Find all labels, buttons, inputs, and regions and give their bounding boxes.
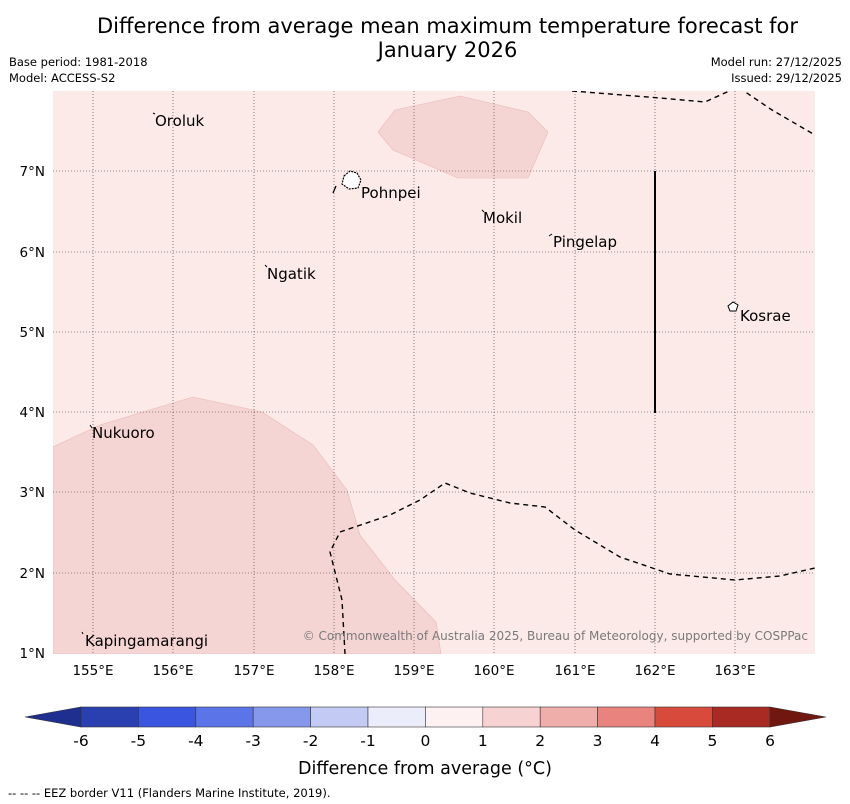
lon-label: 157°E (233, 663, 274, 679)
lon-label: 161°E (554, 663, 595, 679)
colorbar-segment (252, 706, 311, 728)
colorbar-segment (310, 706, 369, 728)
eez-border-stub (332, 185, 337, 194)
lat-axis-labels: 1°N 2°N 3°N 4°N 5°N 6°N 7°N (20, 164, 45, 662)
eez-border-south (329, 482, 815, 654)
colorbar-tick: -5 (131, 732, 146, 750)
label-pohnpei: Pohnpei (361, 184, 421, 202)
colorbar-tick: 4 (650, 732, 660, 750)
model-run-label: Model run: 27/12/2025 (710, 55, 842, 69)
issued-label: Issued: 29/12/2025 (731, 71, 842, 85)
colorbar-tick: -6 (73, 732, 88, 750)
label-mokil: Mokil (483, 209, 522, 227)
label-kosrae: Kosrae (740, 307, 791, 325)
colorbar-tick: 0 (420, 732, 430, 750)
colorbar: -6 -5 -4 -3 -2 -1 0 1 2 3 4 5 6 Differen… (24, 706, 827, 779)
kosrae-island (727, 301, 739, 312)
island-dots (81, 112, 553, 635)
colorbar-segment (654, 706, 713, 728)
lon-label: 163°E (714, 663, 755, 679)
lat-label: 6°N (20, 245, 45, 261)
colorbar-tick: 6 (765, 732, 775, 750)
label-kapingamarangi: Kapingamarangi (85, 632, 208, 650)
colorbar-segment (367, 706, 426, 728)
anomaly-region-southwest (53, 396, 442, 654)
colorbar-segment (539, 706, 598, 728)
copyright-notice: © Commonwealth of Australia 2025, Bureau… (303, 629, 808, 643)
lon-label: 156°E (152, 663, 193, 679)
colorbar-tick: -4 (188, 732, 203, 750)
eez-border-north (571, 91, 815, 136)
colorbar-tick: -3 (245, 732, 260, 750)
colorbar-tick: 2 (535, 732, 545, 750)
lat-label: 3°N (20, 485, 45, 501)
label-nukuoro: Nukuoro (92, 424, 155, 442)
lat-label: 1°N (20, 646, 45, 662)
lat-label: 2°N (20, 566, 45, 582)
lon-label: 162°E (634, 663, 675, 679)
lat-label: 4°N (20, 405, 45, 421)
lon-label: 159°E (393, 663, 434, 679)
colorbar-tick: 3 (593, 732, 603, 750)
lon-label: 160°E (473, 663, 514, 679)
lon-axis-labels: 155°E 156°E 157°E 158°E 159°E 160°E 161°… (72, 663, 755, 679)
colorbar-segment (138, 706, 197, 728)
colorbar-segment (712, 706, 771, 728)
colorbar-ticks: -6 -5 -4 -3 -2 -1 0 1 2 3 4 5 6 (73, 732, 775, 750)
pohnpei-island (341, 170, 362, 190)
label-pingelap: Pingelap (553, 233, 617, 251)
eez-legend-footer: -- -- -- EEZ border V11 (Flanders Marine… (8, 786, 331, 800)
colorbar-extend-high (769, 706, 827, 728)
chart-title: Difference from average mean maximum tem… (97, 14, 798, 62)
anomaly-region-north (377, 95, 549, 179)
colorbar-tick: -2 (303, 732, 318, 750)
lon-label: 158°E (313, 663, 354, 679)
colorbar-extend-low (24, 706, 82, 728)
label-oroluk: Oroluk (155, 112, 204, 130)
colorbar-tick: 1 (478, 732, 488, 750)
lat-label: 7°N (20, 164, 45, 180)
label-ngatik: Ngatik (267, 265, 316, 283)
model-label: Model: ACCESS-S2 (9, 71, 116, 85)
colorbar-tick: 5 (707, 732, 717, 750)
metadata-right: Model run: 27/12/2025 Issued: 29/12/2025 (711, 54, 842, 86)
base-period-label: Base period: 1981-2018 (9, 55, 148, 69)
colorbar-tick: -1 (360, 732, 375, 750)
colorbar-segment (597, 706, 656, 728)
colorbar-segment (482, 706, 541, 728)
lat-label: 5°N (20, 325, 45, 341)
colorbar-segment (425, 706, 484, 728)
lon-label: 155°E (72, 663, 113, 679)
colorbar-segment (80, 706, 139, 728)
metadata-left: Base period: 1981-2018 Model: ACCESS-S2 (9, 54, 148, 86)
colorbar-title: Difference from average (°C) (298, 759, 552, 779)
colorbar-segment (195, 706, 254, 728)
